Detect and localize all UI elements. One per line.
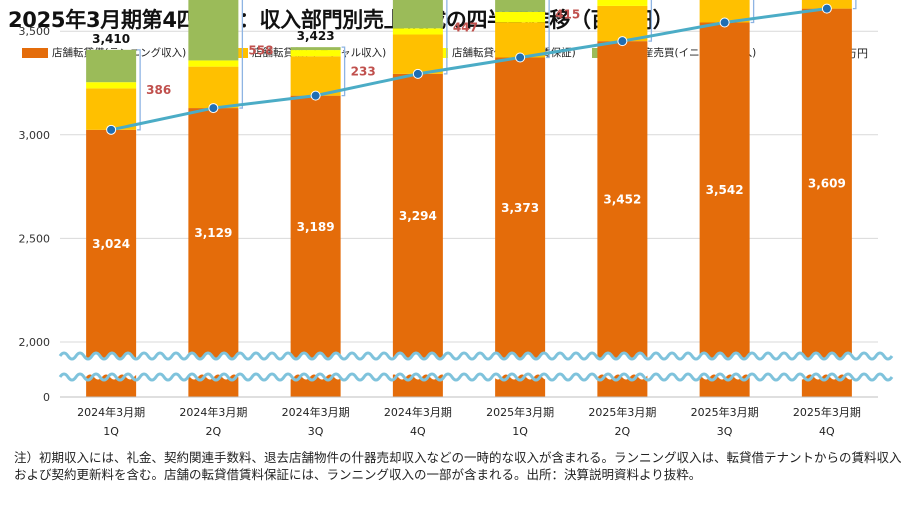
bar-segment-initial <box>188 66 239 109</box>
bar-segment-initial <box>392 34 443 74</box>
upper-portion-label: 447 <box>453 20 478 34</box>
bar-segment-running <box>392 73 443 397</box>
x-tick-label-quarter: 2Q <box>206 425 222 438</box>
bar-segment-property <box>290 47 341 51</box>
trend-marker <box>310 90 321 101</box>
trend-marker <box>106 124 117 135</box>
x-tick-label-period: 2025年3月期 <box>793 405 861 419</box>
upper-portion-label: 558 <box>248 43 273 57</box>
bar-segment-property <box>188 0 239 61</box>
bar-segment-initial <box>597 5 648 42</box>
bar-segment-running <box>597 41 648 397</box>
upper-portion-label: 233 <box>351 64 376 78</box>
x-tick-label-quarter: 1Q <box>512 425 528 438</box>
bar-segment-initial <box>495 22 546 58</box>
x-tick-label-period: 2024年3月期 <box>282 405 350 419</box>
bracket <box>648 0 653 42</box>
x-tick-label-quarter: 1Q <box>103 425 119 438</box>
bracket <box>341 46 346 97</box>
trend-marker <box>515 52 526 63</box>
bar-segment-property <box>86 49 137 83</box>
upper-portion-label: 386 <box>146 83 171 97</box>
bar-segment-guarantee <box>392 28 443 35</box>
bracket <box>852 0 857 10</box>
trend-marker <box>617 36 628 47</box>
bar-segment-property <box>392 0 443 29</box>
axis-break-wave-bottom <box>58 372 894 382</box>
x-tick-label-quarter: 3Q <box>308 425 324 438</box>
bar-segment-running <box>290 95 341 398</box>
bracket <box>239 0 244 109</box>
axis-break-wave-top <box>58 351 894 361</box>
x-tick-label-period: 2025年3月期 <box>588 405 656 419</box>
bracket <box>443 0 448 75</box>
bar-segment-guarantee <box>597 0 648 6</box>
trend-marker <box>412 68 423 79</box>
y-tick-label: 3,000 <box>19 129 51 142</box>
running-value-label: 3,452 <box>603 193 641 207</box>
x-tick-label-period: 2025年3月期 <box>486 405 554 419</box>
running-value-label: 3,609 <box>808 176 846 190</box>
trend-line <box>110 7 828 132</box>
y-tick-label: 0 <box>43 391 50 404</box>
bar-segment-initial <box>699 0 750 23</box>
bar-segment-guarantee <box>188 60 239 67</box>
x-tick-label-quarter: 4Q <box>410 425 426 438</box>
bar-segment-guarantee <box>290 50 341 57</box>
x-tick-label-period: 2024年3月期 <box>77 405 145 419</box>
running-value-label: 3,024 <box>92 237 130 251</box>
footnote: 注）初期収入には、礼金、契約関連手数料、退去店舗物件の什器売却収入などの一時的な… <box>14 450 902 482</box>
bar-segment-running <box>801 8 852 397</box>
bar-segment-running <box>188 108 239 397</box>
bar-segment-property <box>495 0 546 12</box>
bar-segment-running <box>699 22 750 398</box>
legend-swatch-running <box>22 47 48 58</box>
running-value-label: 3,373 <box>501 201 539 215</box>
bar-segment-running <box>495 57 546 397</box>
bar-segment-guarantee <box>86 82 137 89</box>
x-tick-label-quarter: 4Q <box>819 425 835 438</box>
total-label: 3,423 <box>297 29 335 43</box>
bar-segment-initial <box>290 56 341 96</box>
y-tick-label: 3,500 <box>19 25 51 38</box>
running-value-label: 3,294 <box>399 209 437 223</box>
bracket <box>750 0 755 24</box>
bar-segment-initial <box>86 88 137 130</box>
upper-portion-label: 415 <box>555 8 580 22</box>
x-tick-label-quarter: 3Q <box>717 425 733 438</box>
trend-marker <box>719 17 730 28</box>
trend-marker <box>208 103 219 114</box>
stacked-bar-chart: 02,0002,5003,0003,5004,0004,5003,0243,12… <box>19 0 894 438</box>
running-value-label: 3,129 <box>194 226 232 240</box>
total-label: 3,410 <box>92 32 130 46</box>
y-tick-label: 2,000 <box>19 336 51 349</box>
y-tick-label: 2,500 <box>19 232 51 245</box>
axis-break-gap <box>52 357 58 377</box>
x-tick-label-period: 2024年3月期 <box>179 405 247 419</box>
chart-title: 2025年3月期第4四半期：収入部門別売上構成の四半期推移（百万円） <box>8 8 674 32</box>
running-value-label: 3,189 <box>297 220 335 234</box>
bar-segment-guarantee <box>495 11 546 23</box>
x-tick-label-period: 2024年3月期 <box>384 405 452 419</box>
running-value-label: 3,542 <box>706 183 744 197</box>
trend-marker <box>821 3 832 14</box>
bracket <box>546 0 550 59</box>
x-tick-label-quarter: 2Q <box>615 425 631 438</box>
x-tick-label-period: 2025年3月期 <box>691 405 759 419</box>
bracket <box>137 49 141 131</box>
